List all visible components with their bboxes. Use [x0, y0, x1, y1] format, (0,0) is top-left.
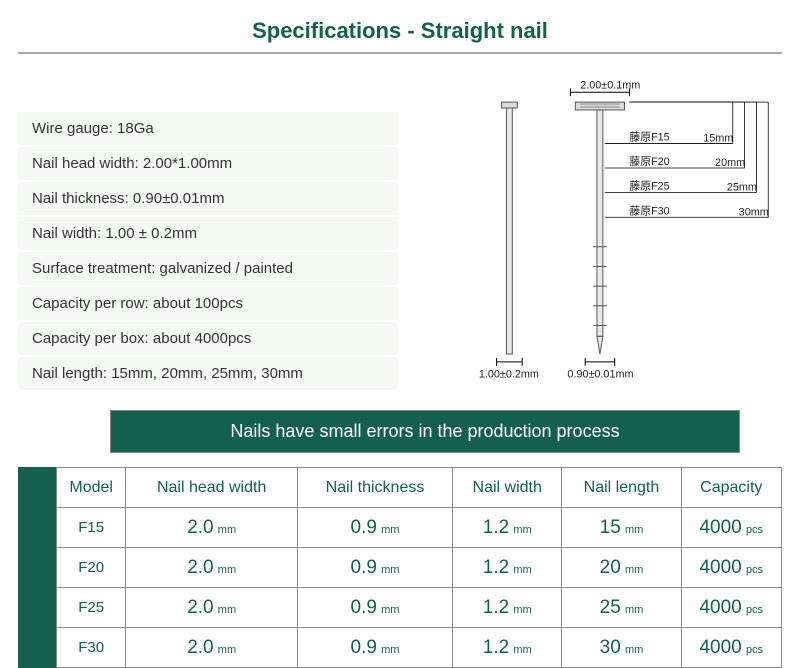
- svg-text:30mm: 30mm: [739, 206, 769, 218]
- title-underline: [18, 52, 782, 54]
- nail-diagram: 2.00±0.1mm 藤原F15 15mm 藤原F20 20mm 藤原F25 25mm 藤原…: [408, 72, 782, 392]
- svg-text:20mm: 20mm: [715, 157, 745, 169]
- dim-br: 0.90±0.01mm: [567, 369, 633, 381]
- spec-table: ModelNail head widthNail thicknessNail w…: [56, 467, 782, 668]
- table-header: Capacity: [681, 468, 781, 508]
- svg-text:25mm: 25mm: [727, 182, 757, 194]
- notice-banner: Nails have small errors in the productio…: [110, 410, 740, 453]
- table-header: Nail head width: [126, 468, 298, 508]
- page-title: Specifications - Straight nail: [0, 0, 800, 52]
- svg-text:藤原F30: 藤原F30: [629, 204, 669, 217]
- dim-bl: 1.00±0.2mm: [479, 369, 539, 381]
- table-accent: [18, 467, 56, 668]
- spec-row: Capacity per box: about 4000pcs: [18, 322, 398, 357]
- table-row: F302.0 mm0.9 mm1.2 mm30 mm4000 pcs: [57, 628, 782, 668]
- table-row: F202.0 mm0.9 mm1.2 mm20 mm4000 pcs: [57, 548, 782, 588]
- svg-text:藤原F20: 藤原F20: [629, 155, 669, 168]
- svg-text:藤原F25: 藤原F25: [629, 180, 669, 193]
- spec-list: Wire gauge: 18GaNail head width: 2.00*1.…: [18, 112, 398, 392]
- spec-row: Nail thickness: 0.90±0.01mm: [18, 182, 398, 217]
- table-header: Nail width: [453, 468, 562, 508]
- spec-row: Nail width: 1.00 ± 0.2mm: [18, 217, 398, 252]
- table-header: Model: [57, 468, 126, 508]
- spec-row: Surface treatment: galvanized / painted: [18, 252, 398, 287]
- spec-row: Nail head width: 2.00*1.00mm: [18, 147, 398, 182]
- spec-row: Nail length: 15mm, 20mm, 25mm, 30mm: [18, 357, 398, 392]
- dim-top: 2.00±0.1mm: [580, 79, 640, 91]
- spec-row: Wire gauge: 18Ga: [18, 112, 398, 147]
- table-row: F252.0 mm0.9 mm1.2 mm25 mm4000 pcs: [57, 588, 782, 628]
- table-row: F152.0 mm0.9 mm1.2 mm15 mm4000 pcs: [57, 508, 782, 548]
- table-header: Nail length: [562, 468, 681, 508]
- svg-text:藤原F15: 藤原F15: [629, 130, 669, 143]
- spec-row: Capacity per row: about 100pcs: [18, 287, 398, 322]
- table-header: Nail thickness: [297, 468, 452, 508]
- svg-text:15mm: 15mm: [703, 132, 733, 144]
